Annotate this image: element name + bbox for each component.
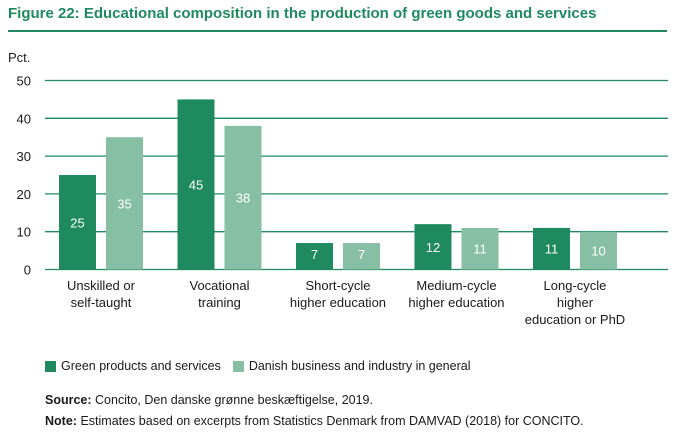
data-label-green-3: 12 bbox=[426, 240, 440, 255]
bar-green-0 bbox=[59, 175, 96, 270]
bar-danish-4 bbox=[579, 231, 617, 270]
data-label-green-1: 45 bbox=[189, 177, 203, 192]
legend: Green products and services Danish busin… bbox=[45, 359, 482, 373]
x-category-label-2-0: Short-cycle bbox=[305, 278, 370, 293]
legend-item-danish: Danish business and industry in general bbox=[232, 359, 471, 373]
x-category-label-1-0: Vocational bbox=[189, 278, 249, 293]
y-tick-label-10: 10 bbox=[17, 225, 31, 240]
data-label-green-2: 7 bbox=[311, 247, 318, 262]
y-axis-label: Pct. bbox=[8, 50, 30, 65]
y-tick-label-20: 20 bbox=[17, 187, 31, 202]
bar-chart: Pct. 0 10 20 30 40 50 25 35 Unskilled or self-taug… bbox=[8, 50, 668, 327]
x-category-label-2-1: higher education bbox=[290, 295, 386, 310]
x-category-label-3-0: Medium-cycle bbox=[416, 278, 496, 293]
title-divider bbox=[8, 30, 667, 32]
legend-swatch-green bbox=[45, 360, 56, 372]
data-label-danish-4: 10 bbox=[591, 244, 605, 259]
x-category-label-3-1: higher education bbox=[408, 295, 504, 310]
figure-title: Figure 22: Educational composition in th… bbox=[8, 5, 597, 22]
x-category-label-0-0: Unskilled or bbox=[67, 278, 136, 293]
y-tick-label-40: 40 bbox=[17, 111, 31, 126]
x-category-label-4-1: higher bbox=[557, 295, 594, 310]
x-category-label-4-0: Long-cycle bbox=[544, 278, 607, 293]
x-category-label-4-2: education or PhD bbox=[525, 312, 625, 327]
bar-danish-3 bbox=[461, 227, 499, 270]
bar-danish-2 bbox=[342, 243, 380, 270]
legend-swatch-danish bbox=[232, 360, 244, 372]
source-text: Concito, Den danske grønne beskæftigelse… bbox=[95, 393, 373, 407]
bar-green-4 bbox=[532, 227, 570, 270]
data-label-danish-1: 38 bbox=[236, 191, 250, 206]
data-label-green-4: 11 bbox=[545, 242, 559, 257]
source-line: Source: Concito, Den danske grønne beskæ… bbox=[45, 393, 373, 407]
data-label-danish-2: 7 bbox=[358, 247, 365, 262]
legend-label-green: Green products and services bbox=[61, 359, 221, 373]
y-tick-label-0: 0 bbox=[24, 263, 31, 278]
y-tick-label-30: 30 bbox=[17, 149, 31, 164]
bar-danish-1 bbox=[224, 125, 262, 270]
data-label-green-0: 25 bbox=[70, 215, 84, 230]
data-label-danish-0: 35 bbox=[117, 196, 131, 211]
bar-danish-0 bbox=[106, 137, 143, 270]
legend-item-green: Green products and services bbox=[45, 359, 221, 373]
x-category-label-1-1: training bbox=[198, 295, 241, 310]
note-text: Estimates based on excerpts from Statist… bbox=[80, 414, 584, 428]
x-category-label-0-1: self-taught bbox=[71, 295, 132, 310]
y-tick-label-50: 50 bbox=[17, 74, 31, 89]
note-label: Note: bbox=[45, 414, 77, 428]
note-line: Note: Estimates based on excerpts from S… bbox=[45, 414, 584, 428]
legend-label-danish: Danish business and industry in general bbox=[248, 359, 471, 373]
bar-green-1 bbox=[177, 99, 215, 270]
source-label: Source: bbox=[45, 393, 92, 407]
bar-green-3 bbox=[414, 224, 452, 270]
data-label-danish-3: 11 bbox=[473, 242, 487, 257]
bar-green-2 bbox=[295, 243, 333, 270]
